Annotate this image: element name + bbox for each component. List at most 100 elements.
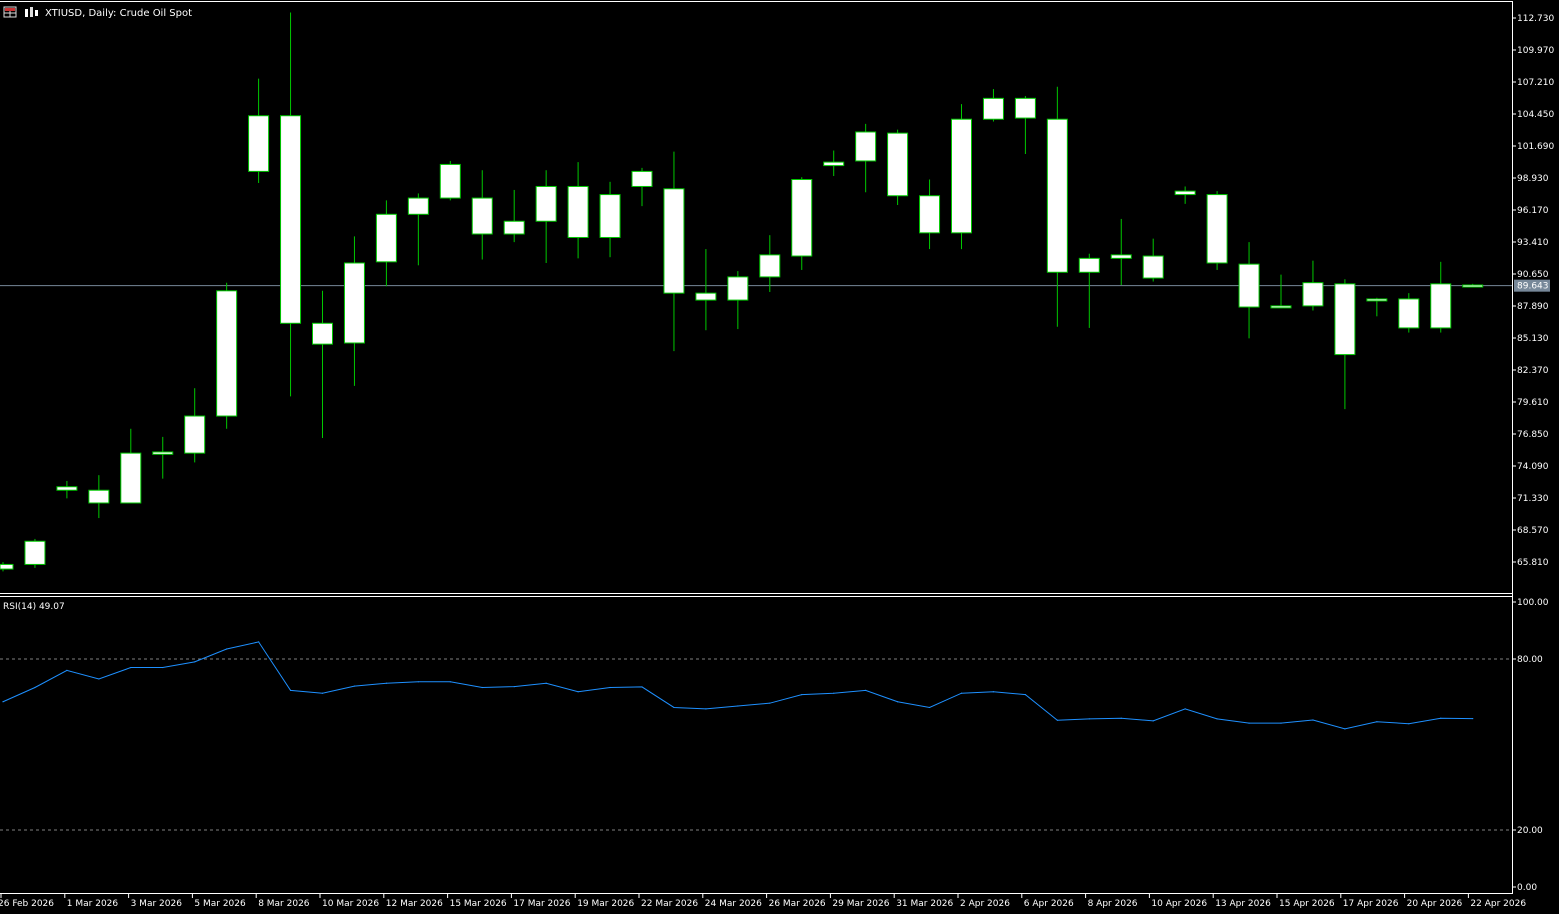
price-tick-label: 87.890 bbox=[1517, 302, 1549, 312]
candle bbox=[1430, 261, 1452, 333]
time-tick-label: 26 Feb 2026 bbox=[0, 899, 54, 909]
candle bbox=[982, 89, 1004, 122]
rsi-axis: 100.00 80.00 20.00 0.00 bbox=[1512, 598, 1549, 893]
price-tick-label: 74.090 bbox=[1517, 462, 1549, 472]
rsi-point bbox=[737, 705, 739, 707]
candle bbox=[1366, 297, 1388, 317]
rsi-point bbox=[1344, 728, 1346, 730]
rsi-point bbox=[321, 692, 324, 694]
candle-body bbox=[631, 170, 653, 187]
time-tick-label: 10 Apr 2026 bbox=[1151, 899, 1207, 909]
candle-body bbox=[1430, 283, 1452, 329]
candle bbox=[439, 160, 461, 201]
price-tick-label: 112.730 bbox=[1517, 14, 1554, 24]
candle-body bbox=[1110, 254, 1132, 259]
rsi-levels bbox=[0, 658, 1512, 831]
rsi-point bbox=[801, 694, 803, 696]
last-price-tag: 89.643 bbox=[1517, 282, 1549, 292]
candle bbox=[663, 151, 685, 352]
candle bbox=[375, 200, 397, 287]
candle bbox=[248, 78, 270, 183]
rsi-point bbox=[705, 708, 707, 710]
rsi-point bbox=[769, 702, 771, 704]
candles-icon[interactable] bbox=[25, 7, 38, 17]
time-tick-label: 3 Mar 2026 bbox=[131, 899, 183, 909]
time-tick-label: 20 Apr 2026 bbox=[1407, 899, 1463, 909]
rsi-point bbox=[130, 666, 132, 669]
candle bbox=[695, 249, 717, 331]
candle-body bbox=[1206, 194, 1228, 264]
rsi-point bbox=[417, 681, 419, 683]
time-tick-label: 31 Mar 2026 bbox=[896, 899, 953, 909]
candle bbox=[823, 150, 845, 177]
rsi-point bbox=[1216, 718, 1218, 720]
candle bbox=[759, 235, 781, 292]
candle bbox=[88, 475, 110, 519]
time-tick-label: 17 Apr 2026 bbox=[1343, 899, 1399, 909]
candle-body bbox=[0, 563, 14, 570]
rsi-tick-label: 0.00 bbox=[1517, 883, 1537, 893]
time-tick-label: 26 Mar 2026 bbox=[769, 899, 826, 909]
candle bbox=[1206, 191, 1228, 270]
candle bbox=[216, 282, 238, 429]
time-tick-label: 2 Apr 2026 bbox=[960, 899, 1010, 909]
candle-body bbox=[951, 118, 972, 234]
rsi-point bbox=[1120, 717, 1122, 719]
candle bbox=[887, 129, 909, 206]
symbol-title: XTIUSD, Daily: Crude Oil Spot bbox=[45, 8, 192, 19]
time-tick-label: 6 Apr 2026 bbox=[1024, 899, 1074, 909]
candle-body bbox=[759, 254, 781, 278]
rsi-point bbox=[513, 686, 515, 688]
candle bbox=[1398, 293, 1420, 333]
price-tick-label: 104.450 bbox=[1517, 110, 1554, 120]
candle-body bbox=[1334, 283, 1356, 356]
candle-body bbox=[280, 115, 302, 324]
rsi-point bbox=[928, 706, 931, 709]
rsi-point bbox=[226, 648, 228, 650]
rsi-point bbox=[1408, 723, 1410, 725]
rsi-series-line bbox=[2, 641, 1473, 730]
rsi-point bbox=[673, 706, 675, 709]
time-tick-label: 8 Apr 2026 bbox=[1088, 899, 1138, 909]
candle-body bbox=[24, 540, 46, 565]
time-tick-label: 5 Mar 2026 bbox=[194, 899, 246, 909]
rsi-tick-label: 80.00 bbox=[1517, 655, 1543, 665]
price-tick-label: 109.970 bbox=[1517, 46, 1554, 56]
grid-icon[interactable] bbox=[3, 6, 17, 18]
candle bbox=[535, 170, 557, 263]
last-price-marker: 89.643 bbox=[0, 279, 1550, 292]
rsi-point bbox=[960, 692, 963, 694]
candle-body bbox=[567, 185, 589, 238]
rsi-point bbox=[1088, 718, 1090, 720]
candles-group bbox=[0, 12, 1484, 572]
rsi-point bbox=[194, 661, 196, 663]
candle-body bbox=[1462, 284, 1484, 288]
candle bbox=[24, 538, 46, 568]
candle-body bbox=[1398, 298, 1420, 329]
candle-body bbox=[343, 262, 365, 344]
rsi-point bbox=[289, 689, 292, 691]
rsi-point bbox=[98, 678, 100, 680]
rsi-point bbox=[385, 682, 387, 684]
time-tick-label: 15 Mar 2026 bbox=[450, 899, 507, 909]
candle bbox=[407, 193, 429, 266]
candle bbox=[1270, 274, 1292, 309]
time-tick-label: 12 Mar 2026 bbox=[386, 899, 443, 909]
rsi-line-group bbox=[2, 641, 1474, 730]
candle-body bbox=[791, 179, 813, 257]
time-tick-label: 1 Mar 2026 bbox=[67, 899, 119, 909]
candle bbox=[280, 12, 302, 397]
candle bbox=[312, 290, 333, 439]
candle bbox=[631, 167, 653, 207]
candle-body bbox=[1142, 255, 1164, 279]
rsi-point bbox=[1056, 719, 1058, 721]
candle bbox=[471, 170, 493, 260]
candle-body bbox=[887, 132, 909, 197]
price-tick-label: 79.610 bbox=[1517, 398, 1549, 408]
rsi-point bbox=[34, 686, 36, 689]
rsi-tick-label: 100.00 bbox=[1517, 598, 1549, 608]
candle-body bbox=[823, 161, 845, 167]
rsi-point bbox=[1280, 722, 1282, 724]
time-tick-label: 13 Apr 2026 bbox=[1215, 899, 1271, 909]
